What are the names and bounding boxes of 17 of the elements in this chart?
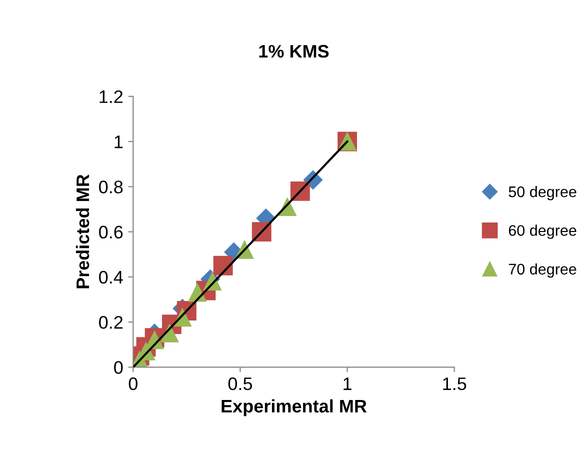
y-tick-label: 1 bbox=[114, 136, 123, 148]
y-tick-label: 0.4 bbox=[99, 270, 123, 284]
x-tick-label: 0.5 bbox=[228, 377, 252, 390]
legend-label: 50 degree bbox=[508, 186, 576, 200]
x-axis-title: Experimental MR bbox=[222, 399, 367, 416]
y-tick-label: 0.6 bbox=[99, 226, 123, 239]
legend-label: 60 degree bbox=[508, 224, 576, 239]
legend-label: 70 degree bbox=[508, 263, 576, 278]
y-axis-title: Predicted MR bbox=[76, 174, 90, 288]
y-tick-label: 0 bbox=[114, 361, 123, 374]
y-tick-label: 1.2 bbox=[100, 90, 123, 103]
x-tick-label: 1.5 bbox=[443, 378, 466, 390]
x-tick-label: 1 bbox=[344, 378, 352, 390]
chart-title: 1% KMS bbox=[259, 44, 329, 58]
y-tick-label: 0.8 bbox=[99, 180, 123, 194]
x-tick-label: 0 bbox=[128, 377, 138, 390]
y-tick-label: 0.2 bbox=[99, 316, 123, 329]
